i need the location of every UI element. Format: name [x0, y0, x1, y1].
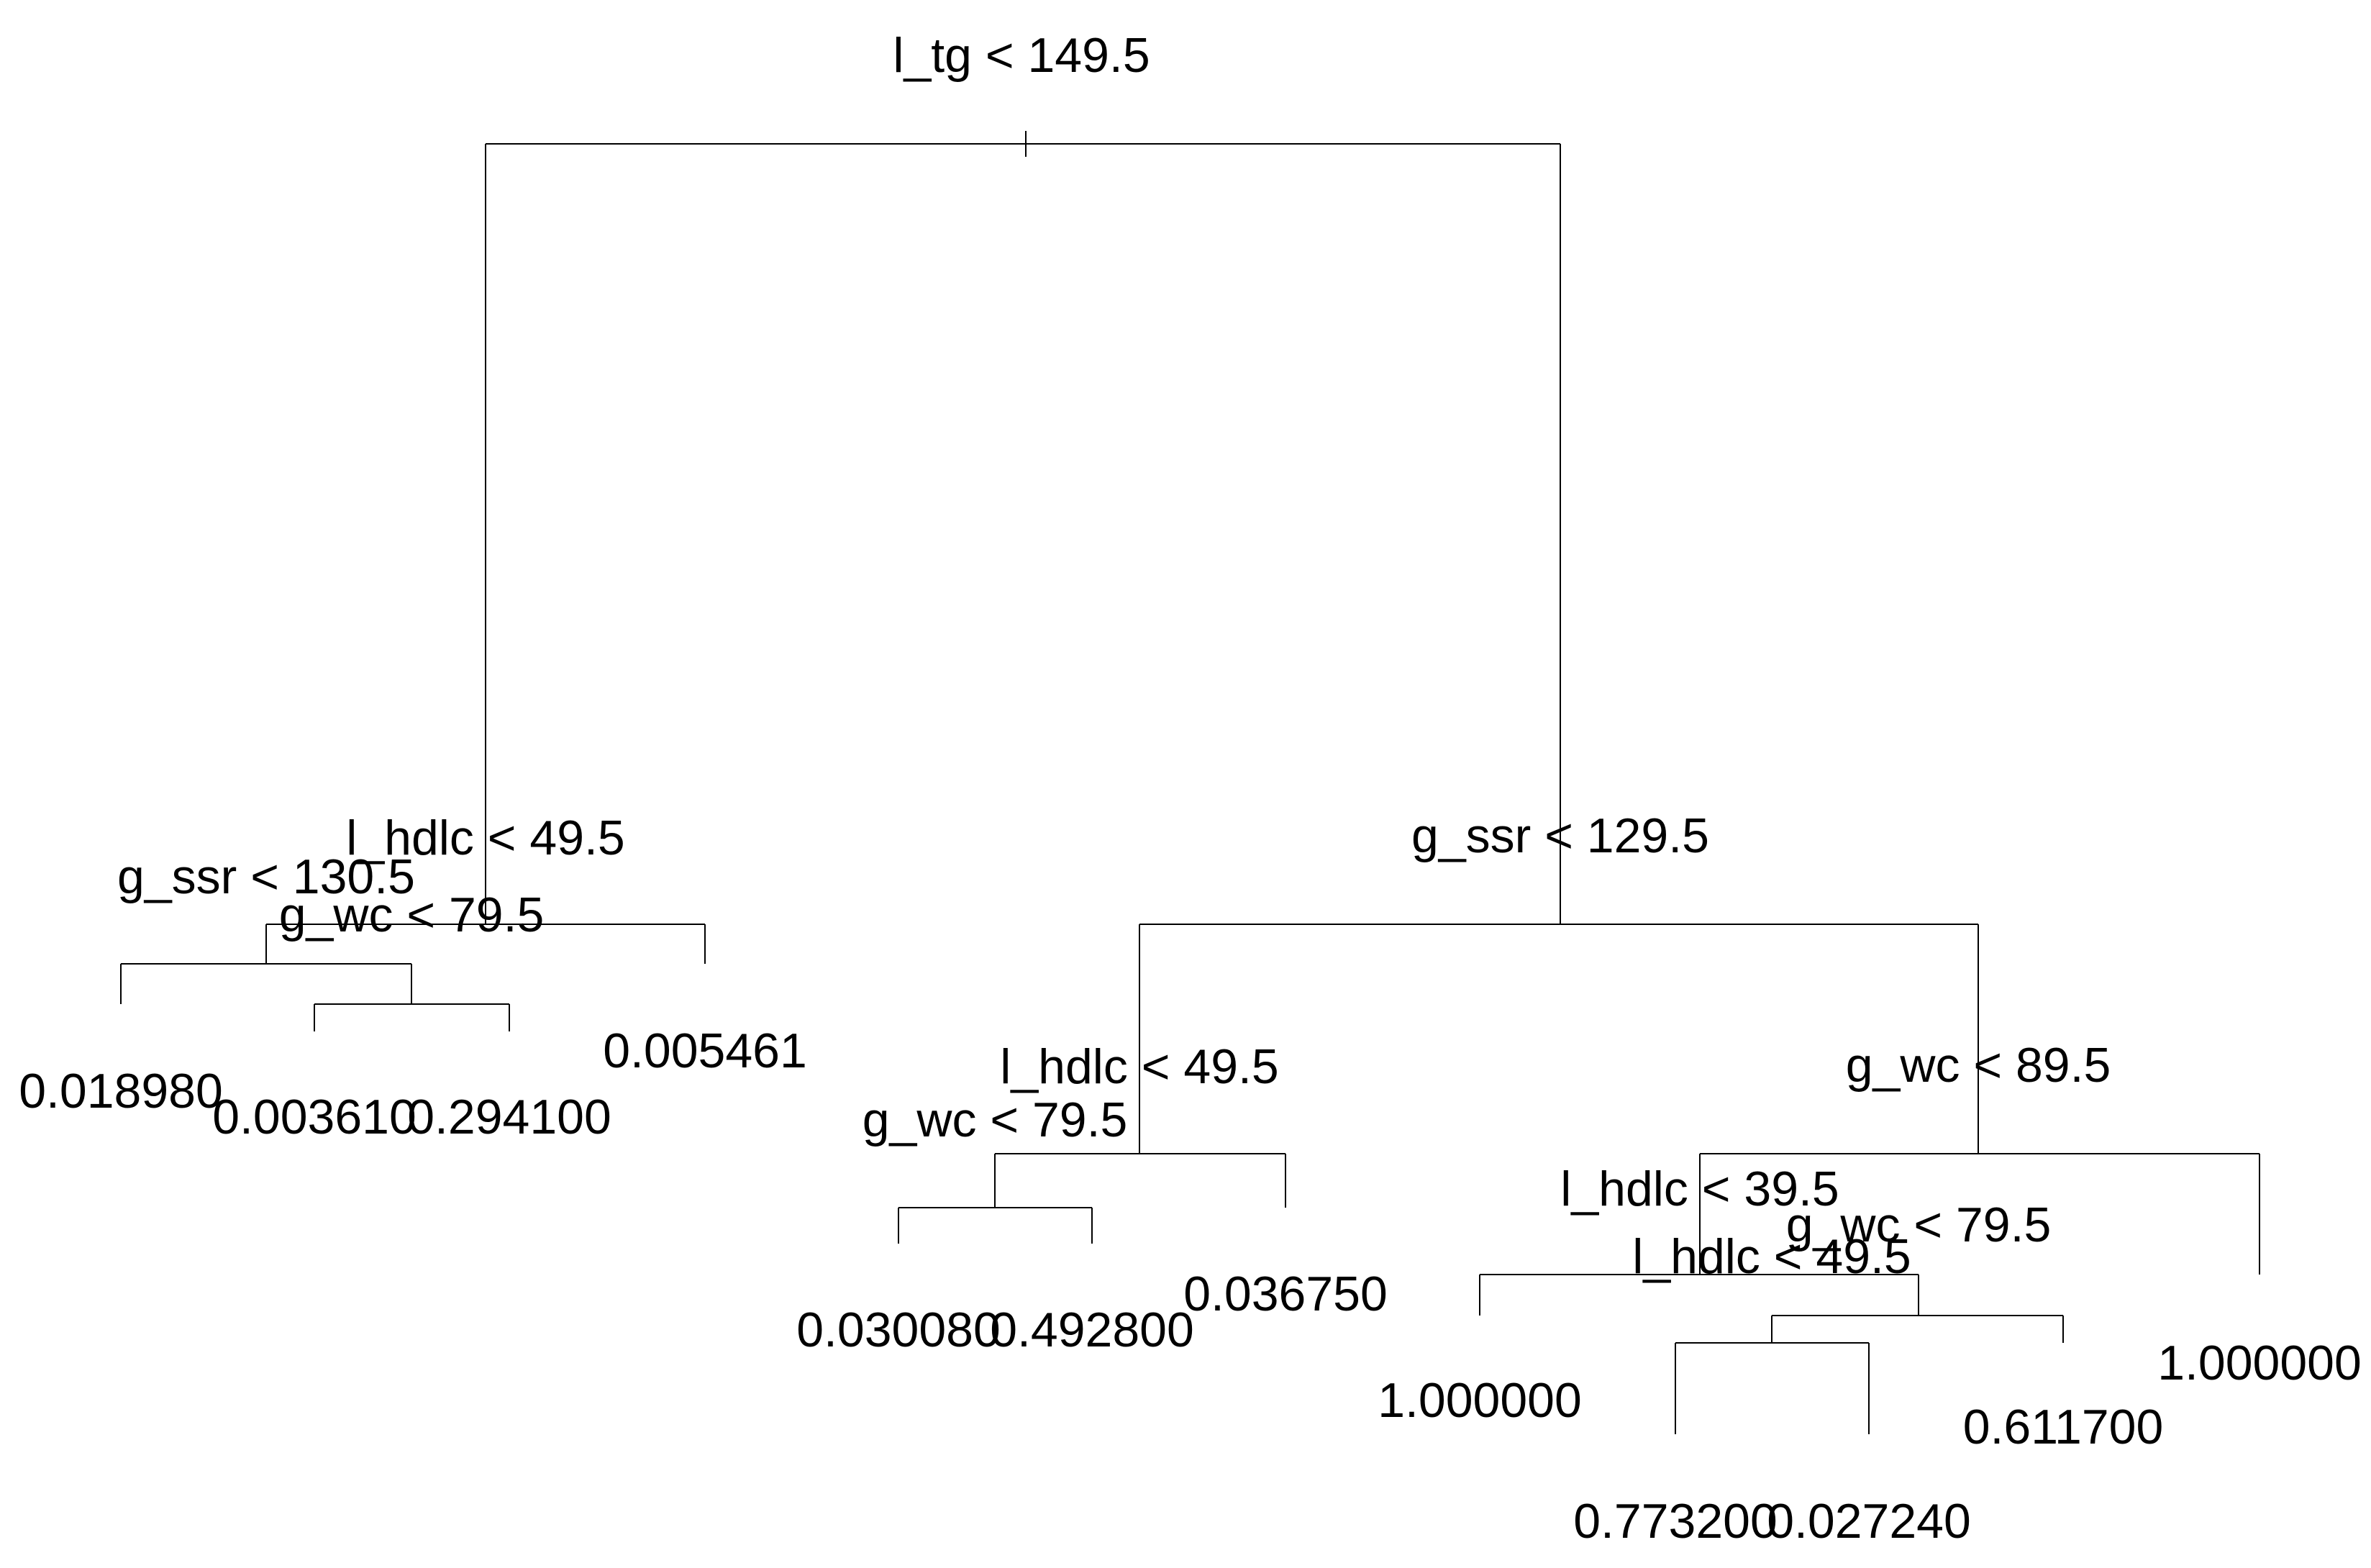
leaf-value: 0.036750 — [1183, 1267, 1388, 1321]
split-n2: l_hdlc < 49.5 — [265, 811, 706, 964]
leaf-value: 0.294100 — [407, 1090, 611, 1144]
split-label: l_hdlc < 49.5 — [1000, 1039, 1279, 1094]
split-n3: g_ssr < 129.5 — [1139, 808, 1979, 1154]
split-n6: l_hdlc < 49.5 — [994, 1039, 1286, 1208]
split-n9: g_wc < 79.5 — [279, 888, 545, 1031]
split-label: l_hdlc < 49.5 — [346, 811, 625, 865]
split-n12: g_wc < 79.5 — [863, 1093, 1128, 1244]
split-label: g_wc < 79.5 — [279, 888, 545, 942]
split-root: l_tg < 149.5 — [485, 28, 1561, 924]
split-label: l_hdlc < 49.5 — [1632, 1229, 1911, 1284]
leaf-value: 0.005461 — [603, 1024, 807, 1078]
leaf-value: 0.018980 — [19, 1064, 223, 1118]
leaf-value: 0.027240 — [1767, 1494, 1971, 1549]
split-label: g_wc < 79.5 — [1786, 1198, 2052, 1252]
split-label: g_wc < 79.5 — [863, 1093, 1128, 1147]
leaf-value: 1.000000 — [1378, 1373, 1582, 1428]
split-n14: l_hdlc < 39.5 — [1479, 1162, 1919, 1316]
split-label: g_wc < 89.5 — [1846, 1038, 2111, 1093]
leaf-value: 0.003610 — [212, 1090, 417, 1144]
split-label: g_ssr < 129.5 — [1411, 808, 1709, 863]
leaf-value: 0.611700 — [1963, 1400, 2164, 1454]
leaf-value: 0.030080 — [796, 1303, 1001, 1357]
split-n4: g_ssr < 130.5 — [117, 849, 415, 1004]
leaf-value: 0.773200 — [1573, 1494, 1778, 1549]
split-label: l_tg < 149.5 — [893, 28, 1150, 83]
split-label: g_ssr < 130.5 — [117, 849, 415, 904]
split-n7: g_wc < 89.5 — [1699, 1038, 2260, 1275]
split-n58: l_hdlc < 49.5 — [1632, 1229, 1911, 1434]
split-label: l_hdlc < 39.5 — [1560, 1162, 1839, 1216]
split-n29: g_wc < 79.5 — [1771, 1198, 2064, 1343]
leaf-value: 1.000000 — [2157, 1336, 2362, 1390]
leaf-value: 0.492800 — [990, 1303, 1194, 1357]
